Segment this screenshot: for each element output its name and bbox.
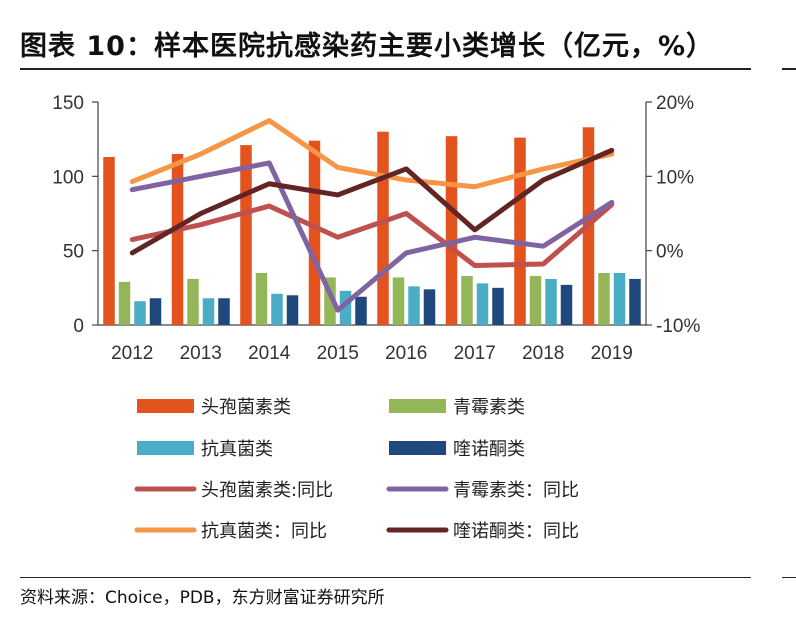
x-axis-tick-label: 2017 (454, 343, 496, 364)
bar (492, 287, 504, 325)
legend-swatch (389, 441, 446, 455)
legend-label: 喹诺酮类：同比 (453, 521, 579, 542)
title-rule-right (782, 68, 796, 70)
bar (324, 277, 336, 325)
legend-swatch (389, 399, 446, 413)
bar (308, 140, 321, 325)
bar (103, 157, 115, 325)
bar (598, 272, 610, 325)
bar (218, 298, 230, 325)
legend-label: 抗真菌类：同比 (201, 521, 327, 542)
bar (392, 277, 405, 325)
bar (149, 298, 162, 325)
left-axis-tick-label: 100 (52, 167, 84, 188)
bars (103, 127, 641, 325)
bar (529, 275, 542, 325)
source-rule (20, 577, 751, 578)
bar (423, 289, 436, 325)
x-axis-tick-label: 2012 (111, 343, 153, 364)
left-axis-tick-label: 0 (73, 316, 84, 337)
bar (613, 272, 626, 325)
x-axis-tick-label: 2015 (317, 343, 359, 364)
bar (560, 284, 573, 325)
legend-label: 抗真菌类 (201, 439, 273, 460)
bar (476, 283, 489, 325)
x-axis-tick-label: 2013 (180, 343, 222, 364)
series-line (129, 118, 615, 190)
left-axis-tick-label: 150 (52, 93, 84, 114)
legend-label: 头孢菌素类 (201, 397, 291, 418)
series-line (129, 202, 615, 269)
right-axis-tick-label: 10% (656, 167, 694, 188)
legend-label: 头孢菌素类:同比 (201, 480, 333, 501)
bar (408, 286, 420, 325)
right-axis-tick-label: -10% (656, 316, 700, 337)
lines (129, 118, 615, 313)
source-note: 资料来源：Choice，PDB，东方财富证券研究所 (20, 588, 385, 608)
bar (445, 136, 458, 325)
bar (629, 278, 641, 325)
bar (461, 275, 473, 325)
title-rule (20, 68, 751, 70)
axes: 0 50 100 150 -10% 0% 10% 20% 2012 2013 2014 2015 201… (52, 93, 700, 364)
x-axis-tick-label: 2019 (591, 343, 633, 364)
chart-title: 图表 10：样本医院抗感染药主要小类增长（亿元，%） (20, 31, 715, 62)
right-axis-tick-label: 0% (656, 242, 684, 263)
bar (545, 278, 557, 325)
bar (286, 295, 299, 325)
legend-label: 青霉素类：同比 (453, 480, 579, 501)
legend-label: 青霉素类 (453, 397, 525, 418)
bar (202, 298, 215, 325)
bar (134, 301, 146, 325)
bar (271, 293, 283, 325)
source-rule-right (782, 577, 796, 578)
bar (240, 145, 252, 325)
series-line (129, 160, 615, 313)
series-line (129, 147, 615, 256)
bar (255, 272, 268, 325)
bar (514, 137, 526, 325)
bar (377, 131, 389, 325)
legend-label: 喹诺酮类 (453, 439, 525, 460)
bar (355, 296, 367, 325)
x-axis-tick-label: 2016 (385, 343, 427, 364)
bar (118, 281, 131, 325)
x-axis-tick-label: 2018 (522, 343, 564, 364)
right-axis-tick-label: 20% (656, 93, 694, 114)
x-axis-tick-label: 2014 (248, 343, 291, 364)
bar (171, 154, 184, 325)
legend-swatch (137, 399, 194, 413)
left-axis-tick-label: 50 (63, 242, 84, 263)
legend-swatch (137, 441, 194, 455)
bar (339, 290, 352, 325)
bar (187, 278, 199, 325)
